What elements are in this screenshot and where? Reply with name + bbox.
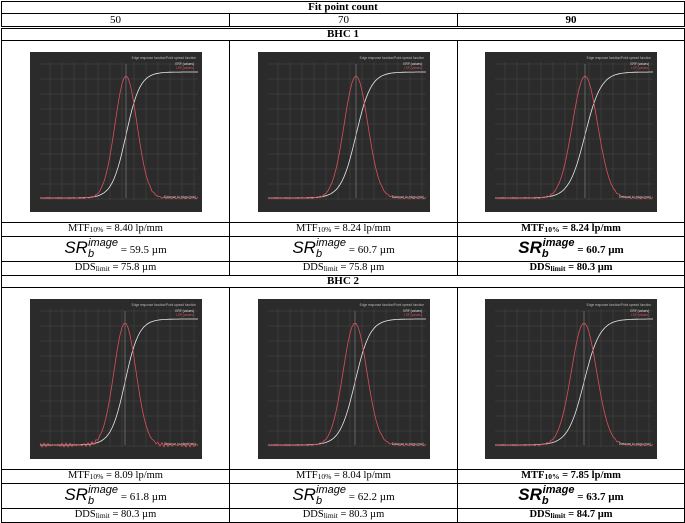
mtf-value: MTF10% = 8.04 lp/mm [229,469,458,484]
x-axis-label: Distance to edge (mm) [163,195,195,199]
erf-lsf-plot: Edge response function/Point spread func… [257,51,430,212]
mtf-value: MTF10% = 8.24 lp/mm [229,222,458,237]
legend-erf: ERF (values) [403,62,422,66]
plot-background [485,298,657,459]
legend-lsf: LSF (values) [631,313,649,317]
plot-cell: Edge response function/Point spread func… [1,287,230,470]
plot-title: Edge response function/Point spread func… [587,56,652,60]
lsf-curve [494,322,654,446]
dds-value: DDSlimit = 80.3 µm [1,508,230,523]
legend-erf: ERF (values) [175,309,194,313]
x-axis-label: Distance to edge (mm) [619,442,651,446]
dds-value: DDSlimit = 75.8 µm [229,261,458,276]
erf-curve [39,318,198,445]
dds-value: DDSlimit = 80.3 µm [229,508,458,523]
dds-value: DDSlimit = 84.7 µm [457,508,685,523]
sr-value: SRbimage = 61.8 µm [1,483,230,509]
plot-cell: Edge response function/Point spread func… [457,40,685,223]
legend-erf: ERF (values) [175,62,194,66]
x-axis-label: Distance to edge (mm) [391,195,423,199]
col-header-50: 50 [1,13,230,27]
sr-value: SRbimage = 60.7 µm [457,236,685,262]
dds-value: DDSlimit = 80.3 µm [457,261,685,276]
legend-erf: ERF (values) [403,309,422,313]
lsf-curve [39,74,198,199]
table-title: Fit point count [1,1,685,14]
sr-value: SRbimage = 59.5 µm [1,236,230,262]
plot-cell: Edge response function/Point spread func… [229,40,458,223]
results-body: BHC 1 Edge response function/Point spread… [1,28,685,523]
legend-lsf: LSF (values) [403,66,421,70]
plot-background [29,51,202,212]
erf-lsf-plot: Edge response function/Point spread func… [29,51,202,212]
plot-cell: Edge response function/Point spread func… [229,287,458,470]
col-header-90: 90 [457,13,685,27]
results-table: Fit point count 50 70 90 [1,1,685,27]
section-title: BHC 2 [1,275,685,288]
x-axis-label: Distance to edge (mm) [619,195,651,199]
plot-background [257,51,430,212]
mtf-value: MTF10% = 8.09 lp/mm [1,469,230,484]
x-axis-label: Distance to edge (mm) [163,442,195,446]
plot-background [29,298,202,459]
x-axis-label: Distance to edge (mm) [391,442,423,446]
legend-lsf: LSF (values) [631,66,649,70]
mtf-value: MTF10% = 8.24 lp/mm [457,222,685,237]
sr-value: SRbimage = 60.7 µm [229,236,458,262]
sr-value: SRbimage = 63.7 µm [457,483,685,509]
erf-lsf-plot: Edge response function/Point spread func… [485,298,657,459]
legend-erf: ERF (values) [630,309,649,313]
section-title: BHC 1 [1,28,685,41]
lsf-curve [267,74,426,199]
legend-erf: ERF (values) [630,62,649,66]
plot-title: Edge response function/Point spread func… [359,56,424,60]
col-header-70: 70 [229,13,458,27]
lsf-curve [494,75,654,199]
plot-title: Edge response function/Point spread func… [587,303,652,307]
plot-title: Edge response function/Point spread func… [131,56,196,60]
plot-cell: Edge response function/Point spread func… [457,287,685,470]
plot-title: Edge response function/Point spread func… [359,303,424,307]
mtf-value: MTF10% = 8.40 lp/mm [1,222,230,237]
legend-lsf: LSF (values) [403,313,421,317]
sr-value: SRbimage = 62.2 µm [229,483,458,509]
mtf-value: MTF10% = 7.85 lp/mm [457,469,685,484]
erf-lsf-plot: Edge response function/Point spread func… [257,298,430,459]
erf-lsf-plot: Edge response function/Point spread func… [485,51,657,212]
plot-background [257,298,430,459]
legend-lsf: LSF (values) [175,66,193,70]
plot-title: Edge response function/Point spread func… [131,303,196,307]
erf-lsf-plot: Edge response function/Point spread func… [29,298,202,459]
dds-value: DDSlimit = 75.8 µm [1,261,230,276]
lsf-curve [267,322,426,446]
lsf-curve [39,322,198,448]
legend-lsf: LSF (values) [175,313,193,317]
plot-cell: Edge response function/Point spread func… [1,40,230,223]
